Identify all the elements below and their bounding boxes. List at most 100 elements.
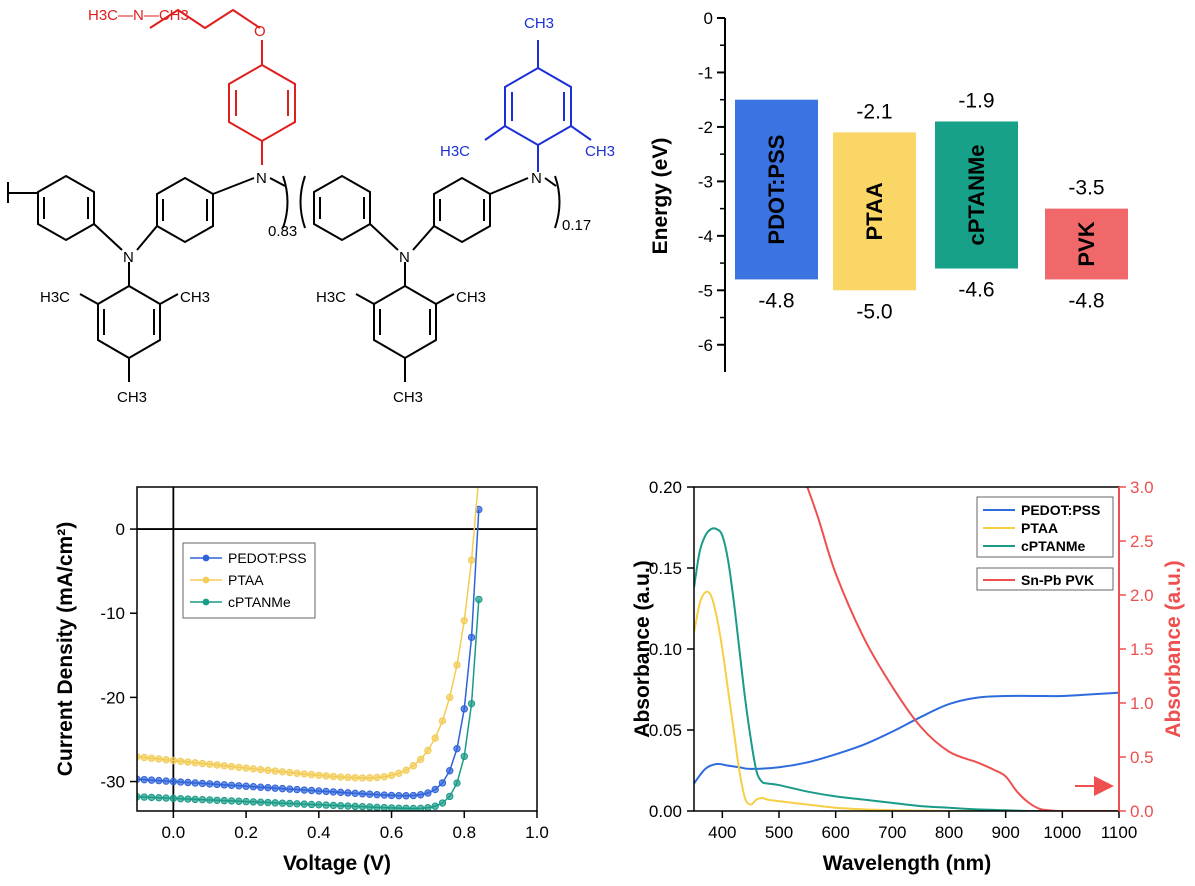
jv-point bbox=[380, 803, 388, 811]
energy-tick-label: -6 bbox=[698, 336, 713, 355]
jv-point bbox=[460, 752, 468, 761]
jv-point bbox=[235, 763, 243, 772]
jv-point bbox=[329, 788, 338, 796]
jv-point bbox=[300, 786, 308, 794]
jv-point bbox=[351, 802, 359, 811]
jv-point bbox=[395, 769, 403, 778]
jv-point bbox=[242, 782, 250, 790]
absorbance-curve bbox=[806, 487, 1119, 811]
jv-point bbox=[344, 802, 352, 810]
jv-point bbox=[293, 785, 301, 794]
jv-ticks: 0.0 0.2 0.4 0.6 0.8 1.0 0 -10 -20 -30 bbox=[100, 520, 548, 842]
jv-point bbox=[344, 773, 352, 782]
jv-point bbox=[315, 787, 323, 795]
energy-tick-label: -1 bbox=[698, 63, 713, 82]
energy-bar bbox=[1045, 208, 1128, 280]
energy-bar-label: PTAA bbox=[862, 182, 887, 240]
abs-y-tick-label: 0.15 bbox=[649, 559, 682, 578]
jv-point bbox=[162, 756, 170, 764]
jv-point bbox=[220, 762, 228, 770]
jv-point bbox=[322, 787, 330, 796]
ch3-label-2: CH3 bbox=[117, 389, 147, 406]
jv-point bbox=[380, 773, 388, 781]
abs-y2-tick-label: 0.5 bbox=[1130, 748, 1154, 767]
jv-point bbox=[416, 791, 425, 799]
jv-point bbox=[416, 804, 425, 811]
jv-point bbox=[307, 786, 316, 795]
jv-legend-label: cPTANMe bbox=[228, 594, 291, 610]
jv-point bbox=[453, 779, 461, 787]
jv-point bbox=[184, 758, 192, 766]
abs-legend-label: Sn-Pb PVK bbox=[1021, 572, 1094, 588]
jv-y-tick-label: -30 bbox=[100, 773, 125, 792]
energy-tick-label: -2 bbox=[698, 118, 713, 137]
energy-top-value: -3.5 bbox=[1068, 177, 1104, 200]
jv-x-tick-label: 0.4 bbox=[307, 823, 331, 842]
absorbance-y2label: Absorbance (a.u.) bbox=[1162, 560, 1185, 737]
jv-y-tick-label: -20 bbox=[100, 688, 125, 707]
jv-legend-marker bbox=[202, 554, 210, 562]
mesityl-bonds bbox=[484, 40, 592, 172]
jv-point bbox=[424, 804, 432, 811]
jv-point bbox=[140, 775, 148, 784]
energy-bar bbox=[833, 132, 916, 291]
jv-point bbox=[366, 774, 374, 782]
jv-point bbox=[227, 762, 236, 771]
jv-point bbox=[249, 798, 258, 806]
jv-curve bbox=[137, 487, 479, 779]
absorbance-curve bbox=[694, 590, 1119, 811]
dimethylamine-label: H3C—N—CH3 bbox=[88, 7, 189, 24]
jv-point bbox=[184, 795, 192, 803]
jv-point bbox=[198, 779, 207, 788]
jv-point bbox=[373, 803, 381, 811]
jv-point bbox=[271, 784, 279, 792]
jv-point bbox=[438, 779, 447, 787]
jv-y-tick-label: 0 bbox=[116, 520, 125, 539]
jv-point bbox=[424, 746, 432, 755]
jv-point bbox=[169, 756, 178, 765]
energy-top-value: -2.1 bbox=[856, 100, 892, 123]
jv-legend-label: PEDOT:PSS bbox=[228, 550, 307, 566]
jv-point bbox=[256, 783, 265, 791]
jv-point bbox=[293, 769, 301, 777]
jv-point bbox=[155, 794, 163, 802]
energy-bar bbox=[735, 99, 818, 280]
jv-point bbox=[475, 595, 483, 604]
energy-tick-label: -3 bbox=[698, 172, 713, 191]
methyl-top-label: CH3 bbox=[524, 15, 554, 32]
jv-point bbox=[213, 780, 221, 789]
energy-level-chart: 0 -1 -2 -3 -4 -5 -6 PDOT:PSS -4.8 PTAA -2.1 -5.0 cP… bbox=[649, 9, 1128, 372]
energy-ylabel: Energy (eV) bbox=[649, 138, 672, 255]
jv-point bbox=[336, 788, 345, 797]
oxygen-label: O bbox=[254, 23, 266, 40]
h3c-label-2: H3C bbox=[316, 289, 346, 306]
jv-point bbox=[329, 801, 338, 810]
jv-point bbox=[431, 802, 439, 810]
jv-legend-marker bbox=[202, 598, 210, 606]
absorbance-ticks: 400 500 600 700 800 900 1000 1100 0.00 0.05 0.10 0.… bbox=[649, 478, 1154, 842]
jv-point bbox=[162, 777, 170, 785]
abs-y2-tick-label: 1.5 bbox=[1130, 640, 1154, 659]
jv-point bbox=[358, 774, 367, 782]
nitrogen-mesityl-label: N bbox=[531, 170, 542, 187]
jv-series bbox=[137, 487, 483, 811]
jv-point bbox=[460, 616, 468, 625]
nitrogen-right-label: N bbox=[399, 249, 410, 266]
jv-point bbox=[431, 734, 439, 742]
jv-point bbox=[467, 699, 476, 708]
abs-y-tick-label: 0.10 bbox=[649, 640, 682, 659]
jv-point bbox=[264, 798, 272, 807]
jv-x-tick-label: 0.2 bbox=[234, 823, 258, 842]
jv-x-tick-label: 0.8 bbox=[452, 823, 476, 842]
jv-point bbox=[380, 791, 388, 799]
jv-point bbox=[438, 717, 447, 725]
jv-point bbox=[271, 799, 279, 807]
fraction-083: 0.83 bbox=[268, 223, 297, 240]
jv-point bbox=[147, 776, 156, 784]
abs-x-tick-label: 500 bbox=[765, 823, 793, 842]
jv-point bbox=[293, 800, 301, 808]
jv-point bbox=[264, 783, 272, 792]
abs-y2-tick-label: 0.0 bbox=[1130, 802, 1154, 821]
jv-point bbox=[373, 773, 381, 782]
jv-point bbox=[220, 781, 228, 789]
